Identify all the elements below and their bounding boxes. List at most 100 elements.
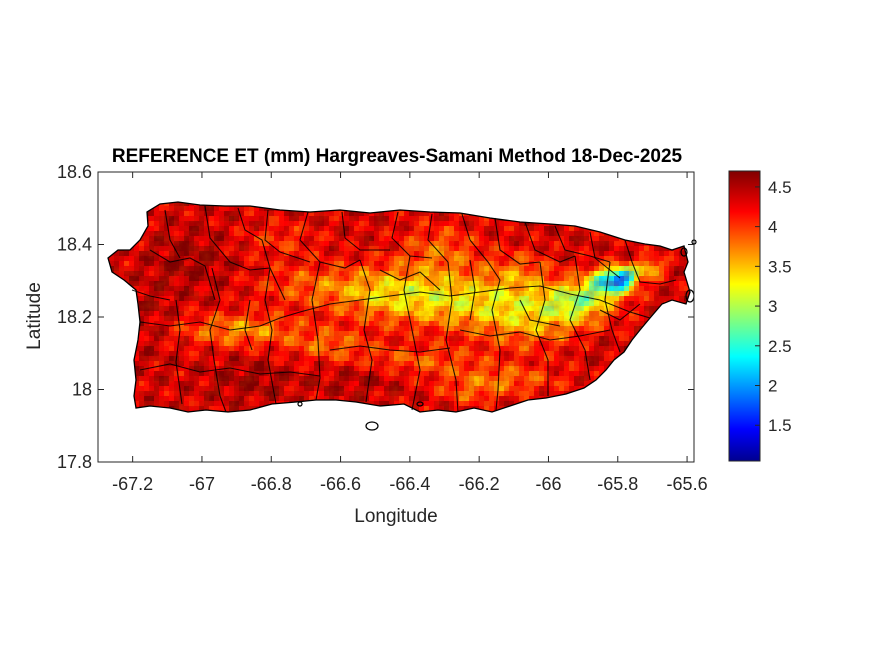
heatmap-cell [539, 401, 545, 407]
heatmap-cell [254, 196, 260, 202]
heatmap-cell [684, 326, 690, 332]
heatmap-cell [644, 391, 650, 397]
heatmap-cell [659, 391, 665, 397]
heatmap-cell [554, 216, 560, 222]
heatmap-cell [659, 216, 665, 222]
heatmap-cell [109, 221, 115, 227]
heatmap-cell [624, 231, 630, 237]
heatmap-cell [639, 366, 645, 372]
heatmap-cell [684, 381, 690, 387]
heatmap-cell [679, 351, 685, 357]
heatmap-cell [604, 216, 610, 222]
heatmap-cell [649, 386, 655, 392]
heatmap-cell [654, 231, 660, 237]
heatmap-cell [679, 326, 685, 332]
heatmap-cell [414, 202, 420, 207]
heatmap-cell [108, 376, 110, 382]
heatmap-cell [114, 381, 120, 387]
heatmap-cell [119, 296, 125, 302]
heatmap-cell [134, 321, 140, 327]
heatmap-cell [129, 206, 135, 212]
heatmap-cell [309, 206, 315, 212]
heatmap-cell [129, 406, 135, 412]
heatmap-cell [614, 196, 620, 202]
heatmap-cell [664, 221, 670, 227]
heatmap-cell [108, 381, 110, 387]
heatmap-cell [259, 202, 265, 207]
heatmap-cell [664, 386, 670, 392]
heatmap-cell [669, 241, 675, 247]
heatmap-cell [159, 196, 165, 202]
heatmap-cell [684, 346, 690, 352]
heatmap-cell [529, 196, 535, 202]
heatmap-cell [109, 306, 115, 312]
heatmap-cell [644, 366, 650, 372]
heatmap-cell [669, 381, 675, 387]
heatmap-cell [634, 202, 640, 207]
heatmap-cell [654, 226, 660, 232]
heatmap-cell [599, 211, 605, 217]
heatmap-cell [559, 211, 565, 217]
heatmap-cell [124, 286, 130, 292]
heatmap-cell [609, 206, 615, 212]
heatmap-cell [664, 316, 670, 322]
heatmap-cell [579, 221, 585, 227]
heatmap-cell [294, 196, 300, 202]
heatmap-cell [669, 311, 675, 317]
heatmap-cell [639, 221, 645, 227]
heatmap-cell [444, 206, 450, 212]
heatmap-cell [624, 206, 630, 212]
heatmap-cell [119, 196, 125, 202]
heatmap-cell [679, 381, 685, 387]
heatmap-cell [109, 202, 115, 207]
heatmap-cell [369, 202, 375, 207]
heatmap-cell [354, 202, 360, 207]
heatmap-cell [529, 202, 535, 207]
heatmap-cell [684, 341, 690, 347]
heatmap-cell [659, 311, 665, 317]
heatmap-cell [108, 311, 110, 317]
heatmap-cell [659, 361, 665, 367]
heatmap-cell [629, 231, 635, 237]
heatmap-cell [108, 271, 110, 277]
heatmap-cell [659, 196, 665, 202]
heatmap-cell [659, 316, 665, 322]
heatmap-cell [108, 391, 110, 397]
heatmap-cell [604, 381, 610, 387]
heatmap-cell [604, 391, 610, 397]
heatmap-cell [669, 306, 675, 312]
heatmap-cell [659, 206, 665, 212]
heatmap-cell [644, 371, 650, 377]
heatmap-cell [109, 406, 115, 412]
heatmap-cell [494, 206, 500, 212]
heatmap-cell [539, 216, 545, 222]
heatmap-cell [634, 196, 640, 202]
heatmap-cell [684, 321, 690, 327]
heatmap-cell [639, 206, 645, 212]
heatmap-cell [469, 196, 475, 202]
heatmap-cell [108, 406, 110, 412]
heatmap-cell [624, 381, 630, 387]
heatmap-cell [679, 316, 685, 322]
heatmap-cell [184, 196, 190, 202]
heatmap-cell [108, 336, 110, 342]
heatmap-cell [624, 202, 630, 207]
heatmap-cell [609, 211, 615, 217]
heatmap-cell [129, 216, 135, 222]
heatmap-cell [594, 206, 600, 212]
heatmap-cell [664, 396, 670, 402]
heatmap-cell [464, 196, 470, 202]
heatmap-cell [304, 202, 310, 207]
heatmap-cell [674, 376, 680, 382]
heatmap-cell [579, 202, 585, 207]
heatmap-cell [569, 202, 575, 207]
heatmap-cell [134, 226, 140, 232]
heatmap-cell [119, 361, 125, 367]
heatmap-cell [124, 361, 130, 367]
heatmap-cell [629, 386, 635, 392]
heatmap-cell [669, 391, 675, 397]
heatmap-cell [129, 316, 135, 322]
heatmap-cell [139, 206, 145, 212]
heatmap-cell [644, 326, 650, 332]
heatmap-cell [659, 371, 665, 377]
